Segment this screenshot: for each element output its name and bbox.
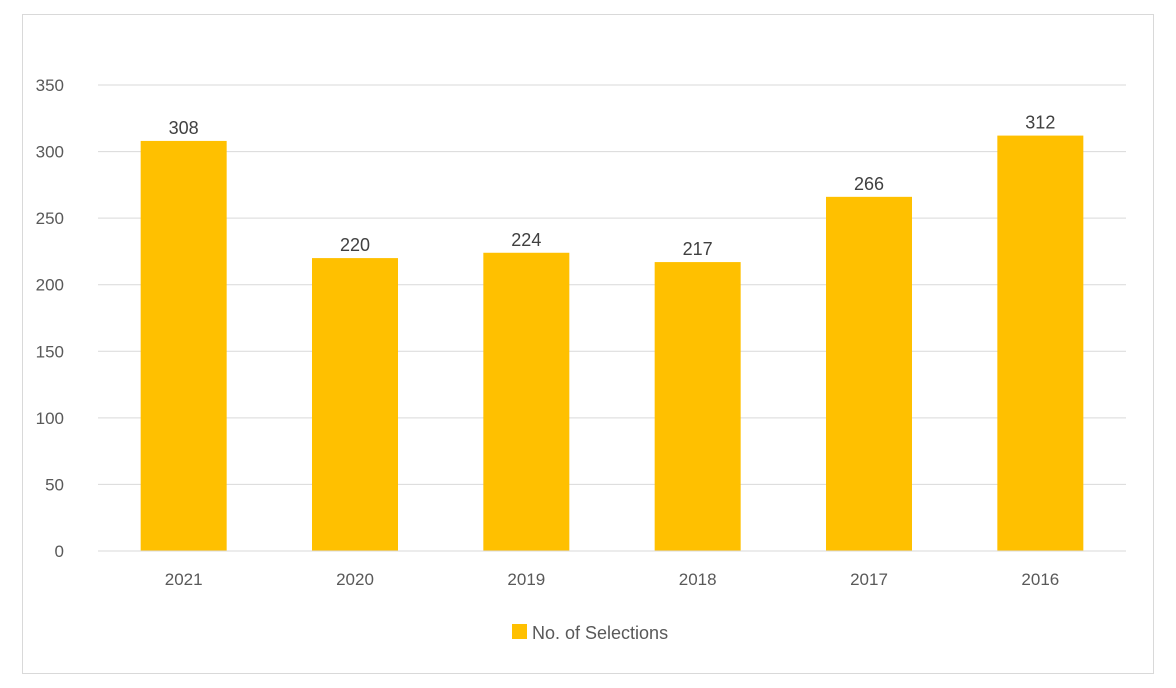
bars xyxy=(140,135,1084,552)
y-axis-ticks: 0 50 100 150 200 250 300 350 xyxy=(36,76,64,561)
bar-2018 xyxy=(654,262,741,551)
bar-2016 xyxy=(997,135,1084,551)
data-label-2016: 312 xyxy=(1025,113,1055,133)
y-tick-label: 50 xyxy=(45,475,64,494)
data-label-2021: 308 xyxy=(169,118,199,138)
x-axis-ticks: 2021 2020 2019 2018 2017 2016 xyxy=(98,550,1126,589)
y-tick-label: 300 xyxy=(36,143,64,162)
x-tick-label-2017: 2017 xyxy=(850,570,888,589)
bar-2017 xyxy=(826,196,912,551)
x-tick-label-2019: 2019 xyxy=(507,570,545,589)
bar-2020 xyxy=(312,258,398,551)
y-tick-label: 100 xyxy=(36,409,64,428)
y-tick-label: 250 xyxy=(36,209,64,228)
data-label-2020: 220 xyxy=(340,235,370,255)
data-labels: 308 220 224 217 266 312 xyxy=(169,113,1056,259)
x-tick-label-2018: 2018 xyxy=(679,570,717,589)
legend-swatch xyxy=(512,624,527,639)
bar-2021 xyxy=(140,140,227,552)
legend: No. of Selections xyxy=(512,623,668,643)
data-label-2017: 266 xyxy=(854,174,884,194)
x-tick-label-2021: 2021 xyxy=(165,570,203,589)
data-label-2019: 224 xyxy=(511,230,541,250)
gridlines xyxy=(98,84,1126,552)
x-tick-label-2020: 2020 xyxy=(336,570,374,589)
bar-2019 xyxy=(483,252,570,551)
legend-label: No. of Selections xyxy=(532,623,668,643)
y-tick-label: 200 xyxy=(36,276,64,295)
x-tick-label-2016: 2016 xyxy=(1021,570,1059,589)
y-tick-label: 350 xyxy=(36,76,64,95)
data-label-2018: 217 xyxy=(683,239,713,259)
y-tick-label: 0 xyxy=(55,542,64,561)
y-tick-label: 150 xyxy=(36,342,64,361)
